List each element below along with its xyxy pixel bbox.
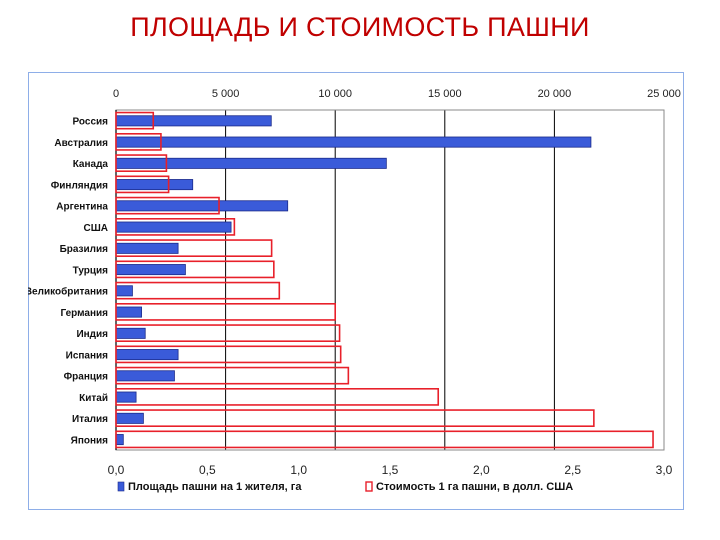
bar-area-per-capita xyxy=(115,285,133,297)
category-label: Бразилия xyxy=(60,244,109,255)
category-label: Франция xyxy=(64,372,109,383)
bar-chart: 0 5 000 10 000 15 000 20 000 25 000 0,0 0,5 1,0 1… xyxy=(28,88,681,493)
bar-area-per-capita xyxy=(115,391,137,403)
bar-area-per-capita xyxy=(115,242,179,254)
category-label: Аргентина xyxy=(56,202,108,213)
category-label: Китай xyxy=(79,393,108,404)
bar-area-per-capita xyxy=(115,221,232,233)
category-label: Германия xyxy=(60,308,108,319)
bottom-axis-tick-label: 3,0 xyxy=(656,463,673,477)
bar-cost-per-ha xyxy=(115,260,275,279)
bar-cost-per-ha xyxy=(115,324,341,343)
bar-area-per-capita xyxy=(115,370,175,382)
bar-cost-per-ha xyxy=(115,345,342,364)
top-axis-tick-label: 15 000 xyxy=(428,88,462,100)
bottom-axis-tick-label: 2,5 xyxy=(564,463,581,477)
category-label: Италия xyxy=(72,414,108,425)
category-label: Австралия xyxy=(54,138,108,149)
category-label: Япония xyxy=(71,435,109,446)
bar-cost-per-ha xyxy=(115,111,155,130)
bar-cost-per-ha xyxy=(115,218,236,236)
legend-label-area: Площадь пашни на 1 жителя, га xyxy=(128,481,302,493)
category-label: Испания xyxy=(66,350,109,361)
legend-swatch-area xyxy=(117,481,125,492)
category-label: США xyxy=(84,223,109,234)
category-label: Россия xyxy=(72,117,108,128)
bar-area-per-capita xyxy=(115,412,144,424)
bar-cost-per-ha xyxy=(115,154,168,173)
bottom-axis-tick-label: 1,0 xyxy=(290,463,307,477)
bar-cost-per-ha xyxy=(115,196,220,215)
bar-area-per-capita xyxy=(115,136,592,148)
bar-cost-per-ha xyxy=(115,409,595,427)
bar-area-per-capita xyxy=(115,434,124,446)
bar-cost-per-ha xyxy=(115,387,440,406)
bar-cost-per-ha xyxy=(115,175,170,194)
legend-swatch-cost xyxy=(365,481,373,492)
top-axis-tick-label: 10 000 xyxy=(318,88,352,100)
legend-label-cost: Стоимость 1 га пашни, в долл. США xyxy=(376,481,573,493)
top-axis-tick-label: 25 000 xyxy=(647,88,681,100)
category-label: Турция xyxy=(73,265,109,276)
bottom-axis-tick-label: 2,0 xyxy=(473,463,490,477)
category-label: Канада xyxy=(73,159,109,170)
bar-cost-per-ha xyxy=(115,239,273,258)
bar-cost-per-ha xyxy=(115,281,281,300)
category-label: Индия xyxy=(76,329,108,340)
top-axis-tick-label: 5 000 xyxy=(212,88,240,100)
bar-area-per-capita xyxy=(115,200,289,212)
bottom-axis-tick-label: 1,5 xyxy=(382,463,399,477)
bar-cost-per-ha xyxy=(115,430,654,449)
bar-cost-per-ha xyxy=(115,303,336,321)
bar-area-per-capita xyxy=(115,306,142,318)
category-label: Финляндия xyxy=(51,180,108,191)
bar-area-per-capita xyxy=(115,264,186,276)
bar-cost-per-ha xyxy=(115,366,350,385)
bottom-axis-tick-label: 0,0 xyxy=(108,463,125,477)
bar-area-per-capita xyxy=(115,157,387,169)
category-label: Великобритания xyxy=(28,286,108,298)
bar-area-per-capita xyxy=(115,349,179,361)
top-axis-tick-label: 20 000 xyxy=(538,88,572,100)
bar-area-per-capita xyxy=(115,179,194,191)
page-title: ПЛОЩАДЬ И СТОИМОСТЬ ПАШНИ xyxy=(130,12,590,42)
bar-area-per-capita xyxy=(115,327,146,339)
bar-area-per-capita xyxy=(115,115,272,127)
bar-cost-per-ha xyxy=(115,132,162,151)
top-axis-tick-label: 0 xyxy=(113,88,119,100)
bottom-axis-tick-label: 0,5 xyxy=(199,463,216,477)
